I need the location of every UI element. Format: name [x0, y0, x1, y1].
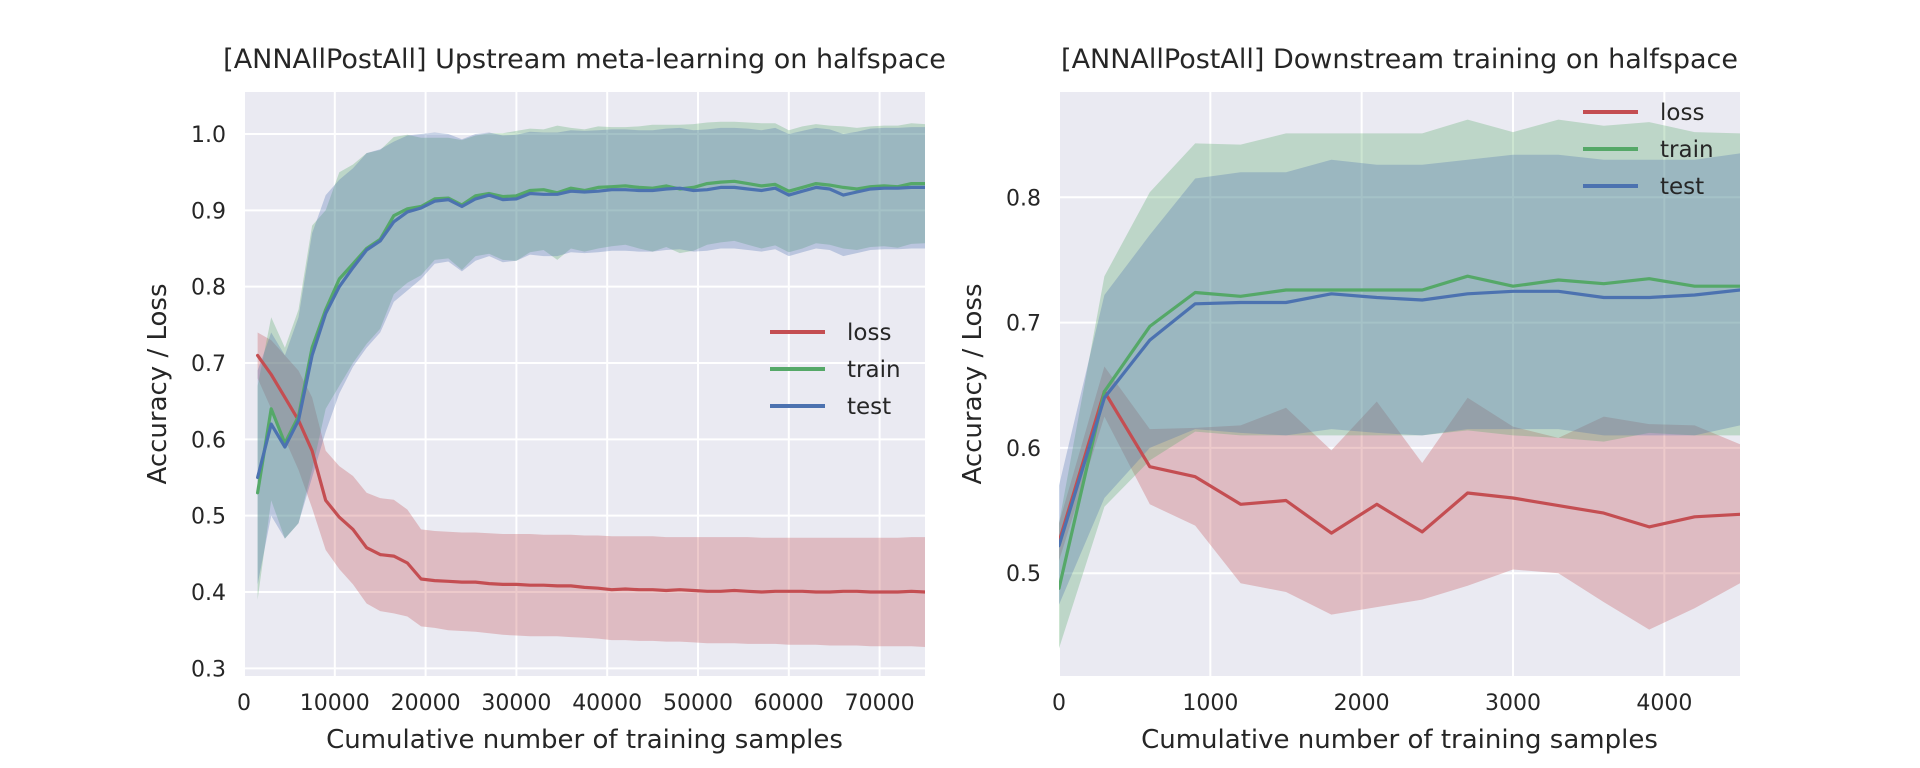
legend-label-test: test: [1660, 174, 1704, 200]
y-tick-label: 0.8: [1006, 186, 1041, 211]
legend-label-test: test: [847, 394, 891, 420]
x-tick-label: 60000: [754, 691, 824, 716]
x-tick-label: 20000: [391, 691, 461, 716]
y-tick-label: 0.7: [191, 352, 226, 377]
legend: loss train test: [1583, 100, 1714, 200]
x-tick-label: 2000: [1334, 691, 1390, 716]
x-axis-label: Cumulative number of training samples: [1141, 725, 1658, 755]
chart-title: [ANNAllPostAll] Downstream training on h…: [1061, 44, 1738, 75]
x-tick-label: 10000: [300, 691, 370, 716]
legend: loss train test: [770, 320, 901, 420]
line-test: [1059, 288, 1740, 548]
y-axis-label: Accuracy / Loss: [143, 283, 173, 484]
x-tick-label: 1000: [1182, 691, 1238, 716]
x-tick-label: 0: [1052, 691, 1066, 716]
y-tick-label: 0.3: [191, 657, 226, 682]
line-train: [1059, 274, 1740, 590]
grid: [1058, 92, 1740, 676]
y-axis-label: Accuracy / Loss: [958, 283, 988, 484]
y-tick-label: 0.4: [191, 581, 226, 606]
x-tick-label: 4000: [1636, 691, 1692, 716]
legend-label-train: train: [1660, 137, 1714, 163]
band-test: [257, 127, 925, 585]
legend-label-loss: loss: [847, 320, 891, 346]
line-loss: [1059, 389, 1740, 544]
plot-background: [1059, 92, 1740, 676]
x-tick-label: 50000: [663, 691, 733, 716]
y-tick-label: 0.5: [1006, 562, 1041, 587]
y-tick-label: 0.7: [1006, 312, 1041, 337]
y-tick-label: 0.8: [191, 276, 226, 301]
chart-1: 0 10000 20000 30000 40000 50000 60000 70000 0.3 0…: [143, 44, 946, 755]
x-tick-label: 30000: [481, 691, 551, 716]
chart-2: 0 1000 2000 3000 4000 0.5 0.6 0.7 0.8 [ANNAllPost…: [958, 44, 1740, 755]
band-test: [1059, 153, 1740, 605]
x-tick-label: 0: [237, 691, 251, 716]
x-axis-label: Cumulative number of training samples: [326, 725, 843, 755]
x-tick-label: 40000: [572, 691, 642, 716]
band-loss: [257, 332, 925, 647]
legend-label-loss: loss: [1660, 100, 1704, 126]
band-train: [257, 121, 925, 600]
y-tick-label: 0.9: [191, 199, 226, 224]
x-tick-label: 3000: [1485, 691, 1541, 716]
line-loss: [256, 353, 925, 594]
y-tick-label: 0.6: [1006, 437, 1041, 462]
band-train: [1059, 119, 1740, 649]
chart-title: [ANNAllPostAll] Upstream meta-learning o…: [223, 44, 946, 75]
x-tick-label: 70000: [845, 691, 915, 716]
y-tick-label: 0.5: [191, 505, 226, 530]
plot-area: [256, 121, 925, 647]
band-loss: [1059, 366, 1740, 630]
y-tick-label: 1.0: [191, 123, 226, 148]
plot-area: [1059, 119, 1740, 649]
legend-label-train: train: [847, 357, 901, 383]
y-tick-label: 0.6: [191, 428, 226, 453]
line-test: [256, 185, 925, 480]
